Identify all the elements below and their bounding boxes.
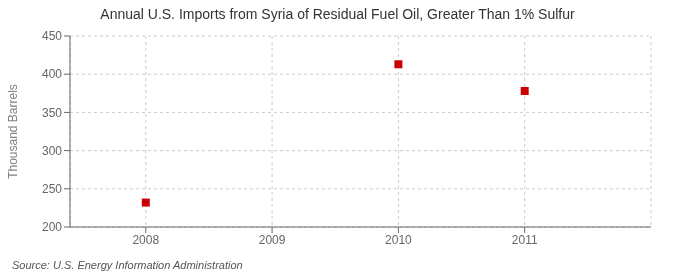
html-text:Annual U.S. Imports from Syria: Annual U.S. Imports from Syria of Residu… xyxy=(100,6,575,22)
svg-text:300: 300 xyxy=(42,144,62,158)
svg-text:350: 350 xyxy=(42,106,62,120)
svg-text:2010: 2010 xyxy=(385,233,412,247)
svg-text:2009: 2009 xyxy=(259,233,286,247)
svg-text:450: 450 xyxy=(42,29,62,43)
svg-text:2011: 2011 xyxy=(512,233,538,247)
svg-text:250: 250 xyxy=(42,182,62,196)
svg-text:2008: 2008 xyxy=(132,233,159,247)
svg-text:200: 200 xyxy=(42,220,62,234)
html-text:Source: U.S. Energy Informatio: Source: U.S. Energy Information Administ… xyxy=(12,259,243,271)
svg-text:Thousand Barrels: Thousand Barrels xyxy=(8,84,20,179)
svg-text:400: 400 xyxy=(42,67,62,81)
